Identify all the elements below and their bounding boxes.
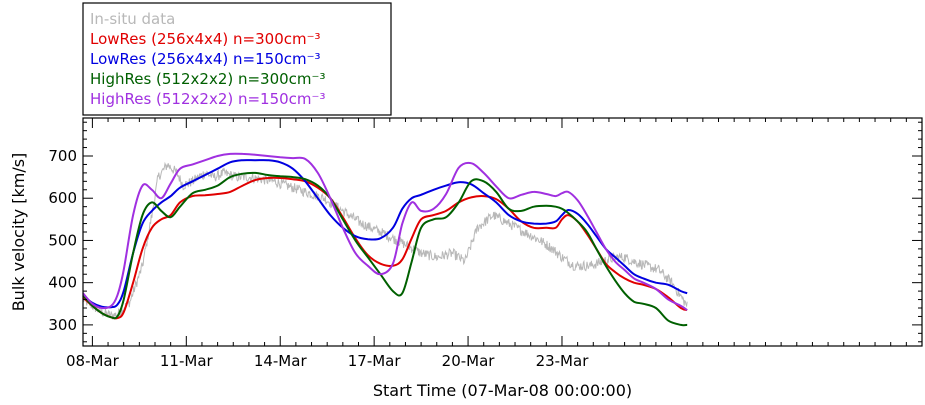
y-axis: 300 400 500 600 700 bbox=[48, 121, 922, 343]
x-tick-label: 14-Mar bbox=[254, 352, 308, 370]
legend-entry: HighRes (512x2x2) n=150cm⁻³ bbox=[90, 90, 325, 108]
x-tick-label: 11-Mar bbox=[160, 352, 214, 370]
legend-entry: HighRes (512x2x2) n=300cm⁻³ bbox=[90, 70, 325, 88]
x-tick-label: 20-Mar bbox=[442, 352, 496, 370]
series-lines bbox=[82, 152, 688, 327]
y-tick-label: 600 bbox=[48, 189, 77, 207]
y-tick-label: 300 bbox=[48, 316, 77, 334]
in-situ-data-line bbox=[82, 161, 688, 320]
legend-box bbox=[82, 2, 392, 116]
legend: In-situ data LowRes (256x4x4) n=300cm⁻³ Lo… bbox=[82, 2, 392, 116]
legend-entry: LowRes (256x4x4) n=150cm⁻³ bbox=[90, 50, 321, 68]
x-tick-label: 23-Mar bbox=[536, 352, 590, 370]
legend-entry: LowRes (256x4x4) n=300cm⁻³ bbox=[90, 30, 321, 48]
series-4-line bbox=[82, 152, 688, 311]
x-tick-label: 08-Mar bbox=[66, 352, 120, 370]
x-axis: 08-Mar 11-Mar 14-Mar 17-Mar 20-Mar 23-Mar bbox=[66, 118, 923, 370]
y-tick-label: 500 bbox=[48, 231, 77, 249]
series-2-line bbox=[82, 159, 688, 309]
series-3-line bbox=[82, 171, 688, 327]
y-tick-label: 700 bbox=[48, 147, 77, 165]
plot-frame bbox=[82, 117, 923, 347]
legend-entry: In-situ data bbox=[90, 10, 175, 28]
y-axis-title: Bulk velocity [km/s] bbox=[9, 153, 28, 312]
y-tick-label: 400 bbox=[48, 274, 77, 292]
x-axis-title: Start Time (07-Mar-08 00:00:00) bbox=[373, 381, 632, 400]
x-tick-label: 17-Mar bbox=[348, 352, 402, 370]
